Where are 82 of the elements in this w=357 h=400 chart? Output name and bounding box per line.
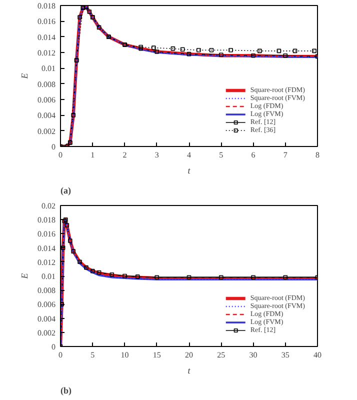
- point: [96, 25, 102, 30]
- y-tick-label: 0.008: [38, 286, 56, 296]
- point: [292, 48, 298, 54]
- point: [68, 238, 72, 243]
- point: [209, 48, 214, 52]
- point: [283, 53, 288, 58]
- point: [135, 274, 140, 279]
- y-tick-label: 0: [52, 342, 56, 352]
- x-tick-label: 5: [90, 350, 95, 360]
- y-axis-title: E: [20, 72, 30, 80]
- point: [258, 48, 262, 54]
- x-tick-label: 5: [219, 150, 224, 160]
- x-tick-label: 6: [251, 150, 256, 160]
- y-tick-label: 0.016: [38, 17, 56, 26]
- point: [64, 223, 70, 228]
- point: [186, 275, 192, 280]
- x-tick-label: 1: [90, 150, 95, 160]
- point: [154, 275, 160, 280]
- x-tick-label: 7: [283, 150, 288, 160]
- y-tick-label: 0.006: [38, 96, 56, 104]
- x-tick-label: 0: [58, 150, 62, 160]
- point: [186, 52, 192, 56]
- point: [251, 275, 256, 280]
- y-tick-label: 0.008: [38, 80, 56, 89]
- point: [283, 275, 288, 280]
- y-tick-label: 0.012: [38, 48, 56, 58]
- point: [276, 48, 282, 54]
- y-tick-label: 0.014: [38, 32, 56, 42]
- x-axis-title: t: [188, 366, 191, 376]
- x-tick-label: 35: [281, 350, 290, 360]
- point: [87, 10, 92, 14]
- y-tick-label: 0.018: [38, 2, 56, 10]
- x-tick-label: 15: [152, 350, 161, 360]
- y-tick-label: 0: [52, 142, 56, 152]
- point: [218, 275, 224, 280]
- text: (a): [60, 186, 71, 196]
- x-tick-label: 3: [154, 150, 159, 160]
- y-tick-label: 0.002: [38, 126, 56, 136]
- point: [122, 274, 127, 278]
- point: [110, 272, 114, 277]
- x-tick-label: 8: [316, 150, 320, 160]
- x-tick-label: 40: [314, 350, 322, 360]
- point: [312, 48, 316, 54]
- point: [71, 249, 76, 254]
- point: [218, 52, 224, 57]
- x-tick-label: 25: [217, 350, 226, 360]
- y-tick-label: 0.01: [42, 272, 56, 281]
- point: [60, 246, 66, 250]
- point: [71, 113, 76, 118]
- x-tick-label: 20: [185, 350, 193, 360]
- y-tick-label: 0.012: [38, 258, 56, 267]
- y-tick-label: 0.004: [38, 314, 56, 324]
- point: [78, 260, 82, 264]
- x-tick-label: 30: [249, 350, 258, 360]
- point: [90, 268, 95, 274]
- point: [154, 50, 160, 54]
- x-axis-title: t: [188, 166, 191, 176]
- x-tick-label: 2: [122, 150, 127, 160]
- y-tick-label: 0.004: [38, 111, 56, 120]
- y-tick-label: 0.006: [38, 300, 56, 310]
- point: [84, 265, 88, 270]
- y-tick-label: 0.016: [38, 230, 56, 239]
- y-tick-label: 0.014: [38, 244, 56, 253]
- y-tick-label: 0.002: [38, 328, 56, 338]
- point: [78, 15, 82, 20]
- y-axis-title: E: [20, 272, 30, 280]
- point: [251, 53, 256, 58]
- point: [170, 46, 176, 51]
- y-tick-label: 0.01: [42, 64, 56, 74]
- point: [196, 48, 201, 52]
- point: [152, 46, 156, 50]
- x-tick-label: 0: [58, 350, 62, 360]
- point: [138, 46, 143, 51]
- point: [138, 44, 143, 50]
- text: (b): [60, 386, 72, 396]
- x-tick-label: 10: [120, 350, 129, 360]
- point: [228, 48, 233, 52]
- x-tick-label: 4: [187, 150, 191, 160]
- y-tick-label: 0.02: [42, 202, 56, 210]
- point: [96, 270, 102, 275]
- point: [180, 47, 185, 52]
- y-tick-label: 0.018: [38, 216, 56, 225]
